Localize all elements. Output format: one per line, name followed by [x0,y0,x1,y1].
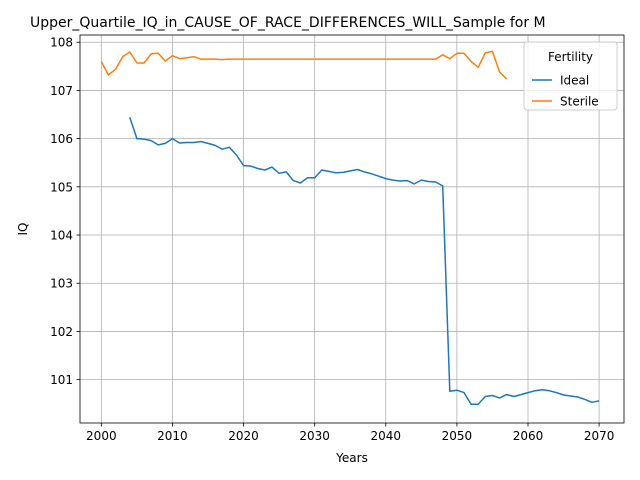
legend-items: Ideal Sterile [532,74,599,109]
series-lines [100,50,600,405]
grid-lines [80,35,624,423]
legend: Fertility Ideal Sterile [523,41,618,111]
x-axis-ticks: 2000 2010 2020 2030 2040 2050 2060 2070 [86,423,614,443]
x-tick-label: 2000 [86,429,117,443]
y-tick-label: 102 [50,325,73,339]
chart-title: Upper_Quartile_IQ_in_CAUSE_OF_RACE_DIFFE… [30,15,546,31]
y-tick-label: 103 [50,277,73,291]
x-tick-label: 2030 [299,429,330,443]
series-line-sterile [100,50,508,80]
legend-box [523,41,618,111]
x-tick-label: 2050 [442,429,473,443]
legend-title: Fertility [548,50,593,64]
x-tick-label: 2010 [157,429,188,443]
y-tick-label: 105 [50,180,73,194]
y-tick-label: 104 [50,229,73,243]
x-tick-label: 2060 [513,429,544,443]
x-tick-label: 2040 [371,429,402,443]
y-axis-label: IQ [16,223,30,236]
plot-frame [79,34,625,424]
legend-label-sterile: Sterile [560,95,599,109]
y-tick-label: 101 [50,373,73,387]
y-tick-label: 107 [50,84,73,98]
x-tick-label: 2020 [228,429,259,443]
y-tick-label: 108 [50,36,73,50]
y-tick-label: 106 [50,132,73,146]
x-tick-label: 2070 [584,429,615,443]
x-axis-label: Years [335,451,368,465]
series-line-ideal [129,117,600,405]
legend-label-ideal: Ideal [560,74,589,88]
y-axis-ticks: 101 102 103 104 105 106 107 108 [50,36,80,387]
